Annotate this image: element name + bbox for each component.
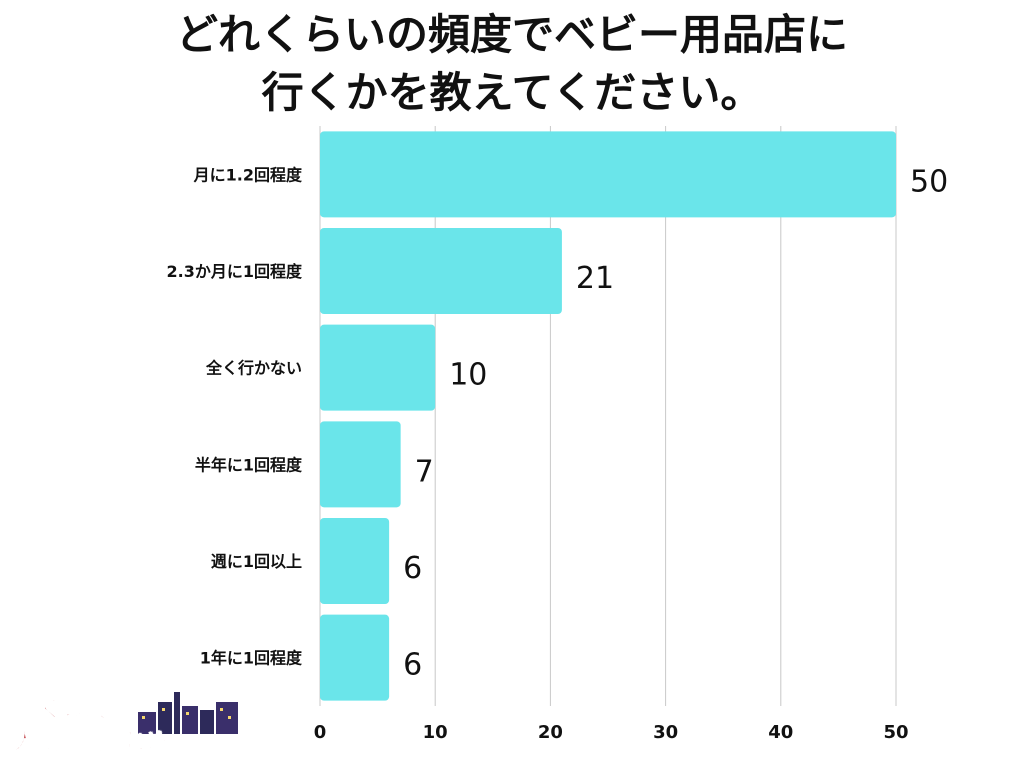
category-label-4: 週に1回以上 bbox=[211, 552, 302, 571]
chart-title: どれくらいの頻度でベビー用品店に 行くかを教えてください。 bbox=[0, 6, 1024, 122]
category-label-3: 半年に1回程度 bbox=[195, 455, 303, 474]
value-label-3: 7 bbox=[415, 454, 434, 489]
city-skyline-icon bbox=[138, 692, 238, 734]
bar-0 bbox=[320, 131, 896, 218]
logo-text-line-1: 近くの大型 bbox=[17, 698, 129, 724]
labels: 0 10 20 30 40 50 月に1.2回程度 50 2.3か月に1回程度 21 全く行かない 1… bbox=[167, 164, 949, 743]
grid-lines bbox=[319, 126, 897, 706]
x-tick-label-10: 10 bbox=[423, 722, 448, 743]
category-label-1: 2.3か月に1回程度 bbox=[167, 262, 303, 281]
x-tick-label-20: 20 bbox=[538, 722, 563, 743]
x-tick-label-50: 50 bbox=[883, 722, 908, 743]
x-tick-label-30: 30 bbox=[653, 722, 678, 743]
x-tick-label-0: 0 bbox=[314, 722, 327, 743]
category-label-0: 月に1.2回程度 bbox=[193, 165, 303, 184]
site-logo: 近くの大型 人気店舗まとめ bbox=[10, 688, 250, 758]
bar-2 bbox=[320, 324, 436, 411]
bar-3 bbox=[320, 421, 401, 508]
bar-4 bbox=[320, 518, 390, 604]
bars bbox=[320, 131, 896, 701]
x-tick-label-40: 40 bbox=[768, 722, 793, 743]
logo-text-line-2: 人気店舗まとめ bbox=[13, 730, 169, 756]
value-label-1: 21 bbox=[576, 261, 614, 296]
chart-title-line-1: どれくらいの頻度でベビー用品店に bbox=[175, 10, 848, 59]
chart-title-line-2: 行くかを教えてください。 bbox=[261, 68, 763, 117]
bar-1 bbox=[320, 228, 562, 314]
bar-5 bbox=[320, 614, 390, 701]
value-label-0: 50 bbox=[910, 164, 948, 199]
category-label-2: 全く行かない bbox=[205, 359, 302, 378]
value-label-4: 6 bbox=[403, 551, 422, 586]
value-label-5: 6 bbox=[403, 648, 422, 683]
category-label-5: 1年に1回程度 bbox=[200, 649, 303, 668]
value-label-2: 10 bbox=[449, 358, 487, 393]
